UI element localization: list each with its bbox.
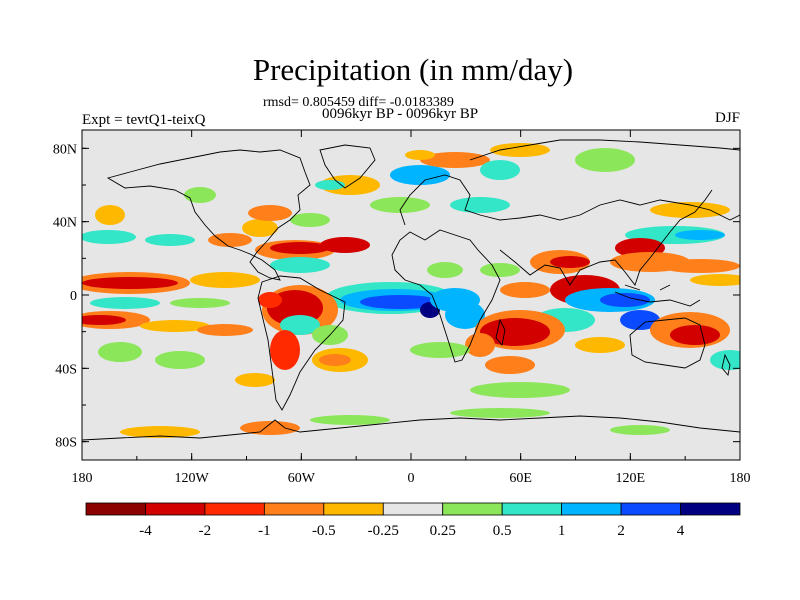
lon-tick-label: 60E xyxy=(509,471,532,486)
colorbar-label: 0.25 xyxy=(430,523,456,539)
lon-tick-label: 120W xyxy=(175,471,210,486)
south-america-coast xyxy=(257,275,346,411)
europe-coast xyxy=(399,174,740,226)
lon-tick-label: 180 xyxy=(730,471,751,486)
colorbar-swatch xyxy=(680,502,741,516)
colorbar-swatch xyxy=(323,502,384,516)
colorbar: -4 -2 -1 -0.5 -0.25 0.25 0.5 1 2 4 xyxy=(85,502,741,539)
colorbar-swatch xyxy=(263,502,325,516)
colorbar-label: 0.5 xyxy=(493,523,512,539)
colorbar-label: 4 xyxy=(677,523,685,539)
lon-tick-label: 60W xyxy=(288,471,316,486)
precip-anomaly-field xyxy=(82,143,740,438)
colorbar-swatch xyxy=(145,502,206,516)
map-plot-area xyxy=(82,130,740,460)
north-america-coast xyxy=(106,149,311,281)
colorbar-label: 2 xyxy=(617,523,625,539)
rmsd-diff-stats: rmsd= 0.805459 diff= -0.0183389 xyxy=(263,95,454,110)
europe-africa-coast xyxy=(391,229,501,363)
colorbar-swatch xyxy=(501,502,563,516)
colorbar-swatch xyxy=(620,502,681,516)
lat-tick-label: 80N xyxy=(53,142,77,157)
colorbar-label: -1 xyxy=(258,523,271,539)
coastlines xyxy=(82,139,740,441)
antarctica-coast xyxy=(82,415,740,441)
colorbar-swatch xyxy=(85,502,146,516)
lon-tick-label: 0 xyxy=(408,471,415,486)
experiment-label: Expt = tevtQ1-teixQ xyxy=(82,112,206,128)
eurasia-north-coast xyxy=(469,139,740,161)
colorbar-label: -0.25 xyxy=(368,523,399,539)
lon-tick-label: 180 xyxy=(72,471,93,486)
figure-title: Precipitation (in mm/day) xyxy=(252,52,574,87)
lat-tick-label: 80S xyxy=(55,436,77,451)
greenland-coast xyxy=(319,144,376,189)
lat-tick-label: 40S xyxy=(55,362,77,377)
australia-coast xyxy=(629,317,706,369)
colorbar-swatch xyxy=(382,502,444,516)
colorbar-swatch xyxy=(561,502,622,516)
new-zealand-coast xyxy=(721,353,731,376)
arabia-india-coast xyxy=(499,249,651,286)
lon-tick-label: 120E xyxy=(616,471,646,486)
colorbar-swatch xyxy=(204,502,265,516)
maritime-continent-coast xyxy=(614,284,701,307)
longitude-axis: 180 120W 60W 0 60E 120E 180 xyxy=(72,130,751,486)
lat-tick-label: 40N xyxy=(53,216,77,231)
colorbar-label: 1 xyxy=(558,523,566,539)
east-asia-coast xyxy=(649,189,713,259)
colorbar-label: -0.5 xyxy=(312,523,336,539)
season-label: DJF xyxy=(714,110,740,126)
period-label: 0096kyr BP - 0096kyr BP xyxy=(322,106,479,122)
lat-tick-label: 0 xyxy=(70,289,77,304)
latitude-axis: 80N 40N 0 40S 80S xyxy=(53,142,740,451)
colorbar-label: -2 xyxy=(199,523,212,539)
colorbar-swatch xyxy=(442,502,503,516)
madagascar-coast xyxy=(495,318,506,346)
colorbar-label: -4 xyxy=(139,523,152,539)
